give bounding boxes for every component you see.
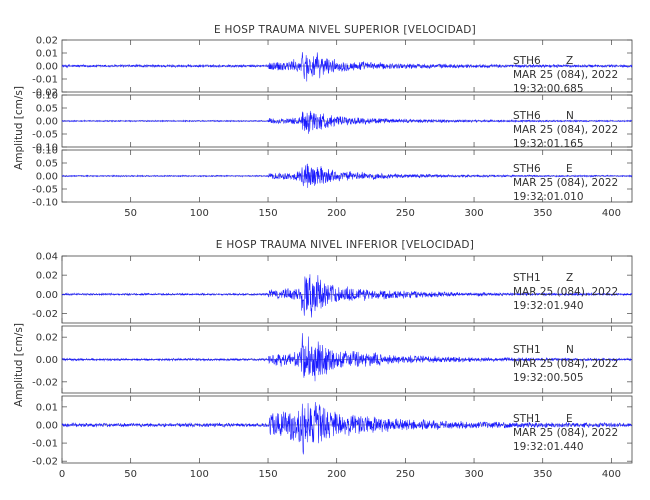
x-tick-label: 250 [396, 469, 415, 480]
upper-panel-z-trace-group [61, 52, 633, 82]
lower-y-axis-label: Amplitud [cm/s] [13, 323, 25, 407]
x-tick-label: 400 [602, 469, 621, 480]
y-tick-label: 0.00 [36, 172, 58, 183]
y-tick-label: 0.00 [36, 290, 58, 301]
upper-panel-n-station: STH6 [513, 110, 541, 122]
lower-panel-n-station: STH1 [513, 344, 541, 356]
upper-panel-e: 0.10 0.05 0.00 -0.05 -0.10 STH6 E MAR 25 (08… [32, 146, 633, 209]
upper-panel-z-time: 19:32:00.685 [513, 83, 584, 95]
upper-panel-z-date: MAR 25 (084), 2022 [513, 69, 618, 81]
upper-panel-z-component: Z [566, 55, 573, 67]
lower-chart: E HOSP TRAUMA NIVEL INFERIOR [VELOCIDAD]… [13, 239, 633, 480]
x-tick-label: 150 [258, 469, 277, 480]
y-tick-label: 0.00 [36, 62, 58, 73]
lower-panel-n-time: 19:32:00.505 [513, 372, 584, 384]
lower-panel-z: 0.04 0.02 0.00 -0.02 STH1 Z MAR 25 (084), 2… [32, 252, 633, 324]
upper-panel-n-component: N [566, 110, 574, 122]
upper-panel-z: 0.02 0.01 0.00 -0.01 -0.02 STH6 Z MAR 25 (08… [32, 36, 633, 99]
y-tick-label: -0.05 [32, 185, 58, 196]
lower-panel-e-trace-group [61, 402, 633, 455]
waveform-trace [61, 274, 633, 318]
upper-x-axis: 50 100 150 200 250 300 350 400 [124, 208, 621, 219]
x-tick-label: 300 [465, 469, 484, 480]
x-tick-label: 0 [59, 469, 65, 480]
waveform-trace [61, 333, 633, 382]
y-tick-label: -0.01 [32, 75, 58, 86]
y-tick-label: -0.05 [32, 130, 58, 141]
x-tick-label: 50 [124, 469, 137, 480]
lower-panel-z-date: MAR 25 (084), 2022 [513, 286, 618, 298]
upper-panel-e-time: 19:32:01.010 [513, 191, 584, 203]
y-tick-label: 0.00 [36, 420, 58, 431]
y-tick-label: -0.02 [32, 377, 58, 388]
x-tick-label: 350 [533, 469, 552, 480]
upper-panel-e-date: MAR 25 (084), 2022 [513, 177, 618, 189]
lower-panel-n-trace-group [61, 333, 633, 382]
waveform-trace [61, 163, 633, 188]
lower-panel-z-frame [61, 255, 633, 324]
lower-panel-n: 0.020.00-0.02 STH1 N MAR 25 (084), 2022 … [32, 325, 633, 394]
y-tick-label: 0.00 [36, 117, 58, 128]
y-tick-label: -0.02 [32, 457, 58, 468]
upper-panel-n: 0.10 0.05 0.00 -0.05 -0.10 STH6 N MAR 25 (08… [32, 91, 633, 154]
lower-panel-e-date: MAR 25 (084), 2022 [513, 427, 618, 439]
x-tick-label: 300 [465, 208, 484, 219]
lower-panel-z-component: Z [566, 272, 573, 284]
waveform-trace [61, 52, 633, 82]
x-tick-label: 150 [258, 208, 277, 219]
y-tick-label: -0.10 [32, 198, 58, 209]
y-tick-label: 0.10 [36, 146, 58, 157]
x-tick-label: 350 [533, 208, 552, 219]
lower-panel-e-station: STH1 [513, 413, 541, 425]
x-tick-label: 100 [190, 469, 209, 480]
y-tick-label: 0.05 [36, 159, 58, 170]
y-tick-label: 0.04 [36, 252, 58, 263]
lower-panel-z-station: STH1 [513, 272, 541, 284]
lower-x-axis: 0 50 100 150 200 250 300 350 400 [59, 469, 621, 480]
x-tick-label: 250 [396, 208, 415, 219]
lower-panel-n-date: MAR 25 (084), 2022 [513, 358, 618, 370]
x-tick-label: 100 [190, 208, 209, 219]
y-tick-label: 0.00 [36, 355, 58, 366]
upper-panel-e-station: STH6 [513, 163, 541, 175]
waveform-trace [61, 110, 633, 134]
x-tick-label: 200 [327, 469, 346, 480]
upper-panel-e-component: E [566, 163, 573, 175]
y-tick-label: 0.01 [36, 402, 58, 413]
y-tick-label: 0.02 [36, 271, 58, 282]
upper-panel-n-date: MAR 25 (084), 2022 [513, 124, 618, 136]
y-tick-label: 0.01 [36, 49, 58, 60]
y-tick-label: -0.02 [32, 88, 58, 99]
upper-panel-n-trace-group [61, 110, 633, 134]
waveform-trace [61, 402, 633, 455]
upper-y-axis-label: Amplitud [cm/s] [13, 86, 25, 170]
lower-panel-z-trace-group [61, 274, 633, 318]
lower-panel-e-time: 19:32:01.440 [513, 441, 584, 453]
y-tick-label: -0.02 [32, 309, 58, 320]
lower-panel-e: 0.01 0.00 -0.01 -0.02 STH1 E MAR 25 (084), … [32, 395, 633, 468]
upper-chart-title: E HOSP TRAUMA NIVEL SUPERIOR [VELOCIDAD] [214, 24, 476, 36]
y-tick-label: -0.10 [32, 143, 58, 154]
y-tick-label: 0.05 [36, 104, 58, 115]
lower-panel-e-component: E [566, 413, 573, 425]
x-tick-label: 200 [327, 208, 346, 219]
lower-panel-n-component: N [566, 344, 574, 356]
y-tick-label: 0.02 [36, 333, 58, 344]
y-tick-label: 0.02 [36, 36, 58, 47]
y-tick-label: -0.01 [32, 439, 58, 450]
upper-panel-n-time: 19:32:01.165 [513, 138, 584, 150]
upper-panel-z-station: STH6 [513, 55, 541, 67]
lower-panel-e-frame [61, 395, 633, 464]
lower-chart-title: E HOSP TRAUMA NIVEL INFERIOR [VELOCIDAD] [216, 239, 474, 251]
upper-chart: E HOSP TRAUMA NIVEL SUPERIOR [VELOCIDAD]… [13, 24, 633, 219]
x-tick-label: 50 [124, 208, 137, 219]
upper-panel-e-trace-group [61, 163, 633, 188]
x-tick-label: 400 [602, 208, 621, 219]
y-tick-label: 0.10 [36, 91, 58, 102]
lower-panel-z-time: 19:32:01.940 [513, 300, 584, 312]
